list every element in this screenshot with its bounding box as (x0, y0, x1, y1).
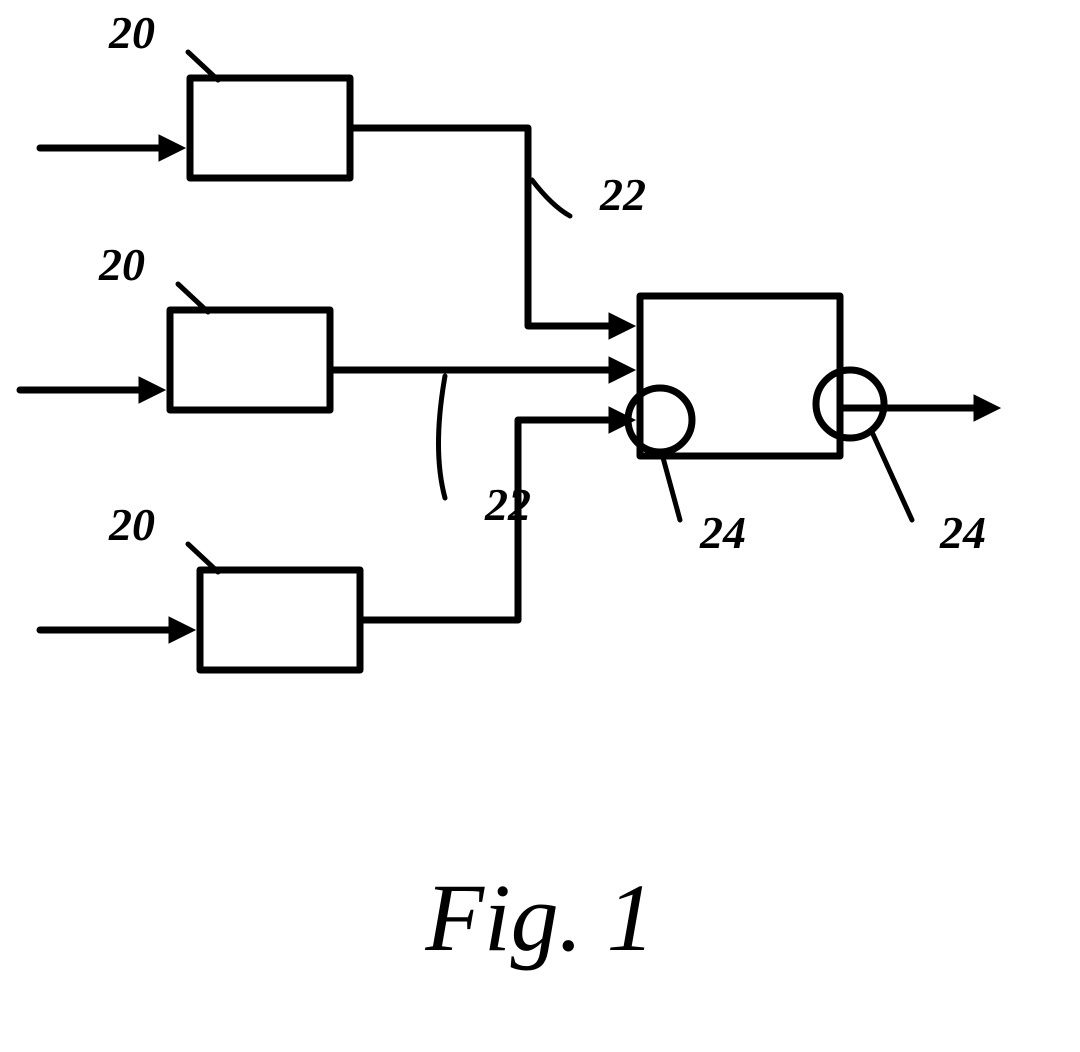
wire-1-head (609, 313, 635, 339)
input-arrow-2-head (139, 377, 165, 403)
input-arrow-1-head (159, 135, 185, 161)
main-block (640, 296, 840, 456)
label-22-a-leader (532, 180, 570, 216)
node-circle-right (816, 370, 884, 438)
label-20-a: 20 (108, 7, 155, 58)
block-2 (170, 310, 330, 410)
label-22-a: 22 (599, 169, 646, 220)
block-1 (190, 78, 350, 178)
wire-2-head (609, 357, 635, 383)
output-arrow-head (974, 395, 1000, 421)
wire-1-shaft (350, 128, 622, 326)
block-3 (200, 570, 360, 670)
figure-caption: Fig. 1 (424, 864, 654, 971)
label-20-b: 20 (98, 239, 145, 290)
label-24-a-leader (662, 454, 680, 520)
label-20-c: 20 (108, 499, 155, 550)
diagram-svg: 20 20 20 22 22 24 24 Fig. 1 (0, 0, 1080, 1052)
label-22-b-leader (439, 376, 446, 498)
diagram-stage: 20 20 20 22 22 24 24 Fig. 1 (0, 0, 1080, 1052)
label-24-a: 24 (699, 507, 746, 558)
label-22-b: 22 (484, 479, 531, 530)
input-arrow-3-head (169, 617, 195, 643)
label-24-b: 24 (939, 507, 986, 558)
label-24-b-leader (872, 432, 912, 520)
